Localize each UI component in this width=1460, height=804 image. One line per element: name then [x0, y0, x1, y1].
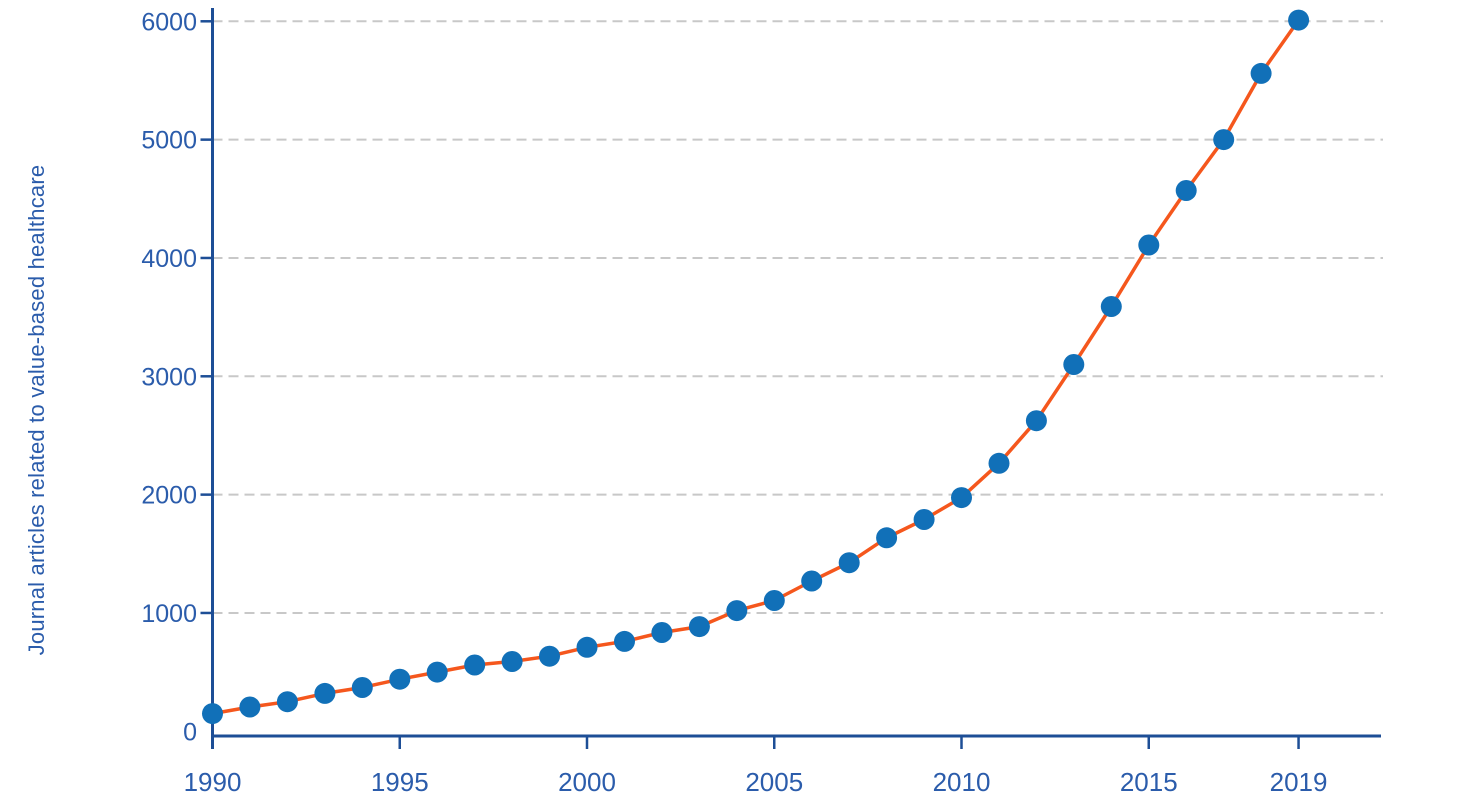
data-point-2019 — [1288, 9, 1310, 31]
data-point-1991 — [239, 696, 261, 718]
data-point-1999 — [539, 645, 560, 667]
data-point-2014 — [1100, 296, 1122, 317]
data-point-2010 — [951, 487, 972, 509]
data-point-1994 — [351, 677, 373, 698]
x-tick-label-1995: 1995 — [371, 767, 429, 797]
x-tick-label-2005: 2005 — [745, 767, 803, 797]
data-point-1993 — [314, 682, 336, 704]
data-point-2000 — [576, 636, 598, 658]
data-point-1997 — [464, 654, 486, 676]
data-point-2001 — [614, 630, 635, 652]
y-tick-label-5000: 5000 — [141, 127, 197, 155]
data-point-2007 — [838, 552, 860, 574]
data-point-2011 — [988, 452, 1010, 474]
y-tick-label-0: 0 — [183, 718, 197, 746]
data-point-2018 — [1250, 62, 1272, 84]
data-point-2005 — [763, 590, 785, 611]
data-point-1995 — [389, 668, 411, 690]
x-tick-label-2010: 2010 — [933, 767, 991, 797]
data-line — [210, 18, 1301, 716]
data-point-2004 — [726, 600, 748, 622]
data-point-2015 — [1138, 234, 1160, 256]
data-point-2017 — [1213, 129, 1235, 151]
data-point-1998 — [501, 651, 523, 672]
y-tick-label-4000: 4000 — [141, 245, 197, 273]
y-tick-label-3000: 3000 — [141, 363, 197, 391]
data-point-2008 — [876, 527, 898, 549]
data-point-1996 — [426, 661, 448, 683]
data-point-2002 — [651, 622, 673, 643]
data-point-1992 — [276, 691, 298, 713]
y-axis-title: Journal articles related to value-based … — [24, 165, 49, 656]
data-point-2016 — [1175, 180, 1197, 201]
data-point-2009 — [913, 509, 935, 530]
data-point-2006 — [801, 570, 823, 592]
y-tick-label-6000: 6000 — [141, 8, 197, 36]
x-tick-label-1990: 1990 — [184, 767, 242, 797]
data-point-2003 — [688, 616, 710, 638]
data-point-2013 — [1063, 354, 1085, 375]
y-tick-label-1000: 1000 — [141, 600, 197, 628]
x-tick-label-2015: 2015 — [1120, 767, 1178, 797]
y-tick-label-2000: 2000 — [141, 482, 197, 510]
data-point-1990 — [202, 703, 223, 725]
data-point-2012 — [1025, 410, 1047, 432]
x-tick-label-2000: 2000 — [558, 767, 616, 797]
x-tick-label-2019: 2019 — [1270, 767, 1328, 797]
